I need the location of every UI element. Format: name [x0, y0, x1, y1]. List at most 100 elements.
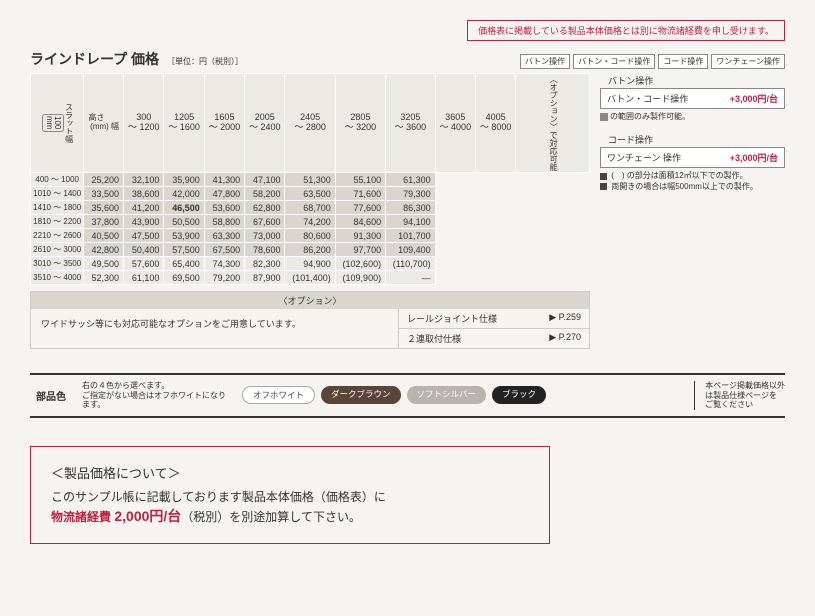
price-cell: (110,700)	[386, 257, 436, 271]
price-cell: 33,500	[84, 187, 124, 201]
color-chips: オフホワイトダークブラウンソフトシルバーブラック	[242, 386, 546, 404]
code-price: +3,000円/台	[730, 151, 778, 164]
baton-price: +3,000円/台	[730, 92, 778, 105]
col-header: 300～ 1200	[124, 74, 164, 173]
op-tag: バトン・コード操作	[573, 54, 655, 69]
price-cell: 79,300	[386, 187, 436, 201]
price-cell: 61,300	[386, 173, 436, 187]
parts-row: 部品色 右の４色から選べます。 ご指定がない場合はオフホワイトになります。 オフ…	[30, 373, 785, 418]
color-chip: ブラック	[492, 386, 546, 404]
price-cell: 94,100	[386, 215, 436, 229]
code-notes: ( ) の部分は面積12㎡以下での製作。 両開きの場合は幅500mm以上での製作…	[600, 171, 785, 192]
price-cell: 91,300	[335, 229, 385, 243]
price-cell: 67,600	[245, 215, 285, 229]
row-header: 400 ～ 1000	[31, 173, 84, 187]
price-cell: 50,500	[164, 215, 204, 229]
bottom-l2a: 物流諸経費	[51, 510, 111, 524]
option-header: 〈オプション〉	[31, 292, 589, 309]
corner-cell: 高さ (mm) 幅	[84, 74, 124, 173]
price-cell: 25,200	[84, 173, 124, 187]
col-header: 3605～ 4000	[435, 74, 475, 173]
price-cell: 51,300	[285, 173, 335, 187]
col-header: 2405～ 2800	[285, 74, 335, 173]
bottom-line2: 物流諸経費 2,000円/台（税別）を別途加算して下さい。	[51, 506, 529, 527]
price-cell: 101,700	[386, 229, 436, 243]
price-cell: 57,600	[124, 257, 164, 271]
option-text: ワイドサッシ等にも対応可能なオプションをご用意しています。	[31, 309, 399, 348]
price-cell: 65,400	[164, 257, 204, 271]
bottom-heading: ＜製品価格について＞	[51, 463, 529, 482]
code-note-line: 両開きの場合は幅500mm以上での製作。	[600, 182, 785, 192]
notice-text: 価格表に掲載している製品本体価格とは別に物流諸経費を申し受けます。	[467, 20, 785, 41]
price-table: スラット幅 100mm 高さ (mm) 幅 300～ 12001205～ 160…	[30, 73, 590, 285]
price-cell: 55,100	[335, 173, 385, 187]
price-cell: 57,500	[164, 243, 204, 257]
price-cell: 67,500	[204, 243, 244, 257]
price-cell: 61,100	[124, 271, 164, 285]
price-cell: 47,500	[124, 229, 164, 243]
code-title: コード操作	[600, 132, 661, 147]
price-cell: 63,500	[285, 187, 335, 201]
slat-width-box: 100mm	[42, 114, 64, 131]
operation-tags: バトン操作バトン・コード操作コード操作ワンチェーン操作	[520, 54, 785, 69]
bottom-body: このサンプル帳に記載しております製品本体価格（価格表）に 物流諸経費 2,000…	[51, 488, 529, 527]
price-cell: 97,700	[335, 243, 385, 257]
price-cell: 86,300	[386, 201, 436, 215]
color-chip: オフホワイト	[242, 386, 315, 404]
option-items: レールジョイント仕様 ▶ P.259 ２連取付仕様 ▶ P.270	[399, 309, 589, 348]
price-cell: 38,600	[124, 187, 164, 201]
op-tag: ワンチェーン操作	[711, 54, 785, 69]
code-row-label: ワンチェーン 操作	[607, 151, 681, 164]
price-cell: 46,500	[164, 201, 204, 215]
price-cell: 49,500	[84, 257, 124, 271]
color-chip: ダークブラウン	[321, 386, 401, 404]
row-header: 3510 ～ 4000	[31, 271, 84, 285]
price-cell: 79,200	[204, 271, 244, 285]
option-item: ２連取付仕様 ▶ P.270	[399, 329, 589, 348]
price-cell: (102,600)	[335, 257, 385, 271]
option-item-page: ▶ P.259	[549, 312, 581, 325]
row-header: 1410 ～ 1800	[31, 201, 84, 215]
bottom-l2b: 2,000円/台	[114, 508, 181, 524]
slat-side-label: スラット幅 100mm	[31, 74, 84, 173]
top-notice: 価格表に掲載している製品本体価格とは別に物流諸経費を申し受けます。	[30, 20, 785, 41]
price-cell: 37,800	[84, 215, 124, 229]
code-note-line: ( ) の部分は面積12㎡以下での製作。	[600, 171, 785, 181]
price-cell: 109,400	[386, 243, 436, 257]
baton-title: バトン操作	[600, 73, 661, 88]
baton-note-text: の範囲のみ製作可能。	[610, 112, 690, 121]
price-cell: 42,000	[164, 187, 204, 201]
price-cell: 87,900	[245, 271, 285, 285]
price-cell: 47,100	[245, 173, 285, 187]
price-cell: 74,300	[204, 257, 244, 271]
price-cell: 78,600	[245, 243, 285, 257]
slat-label-text: スラット幅	[65, 103, 74, 143]
price-cell: 74,200	[285, 215, 335, 229]
price-cell: (101,400)	[285, 271, 335, 285]
row-header: 1810 ～ 2200	[31, 215, 84, 229]
row-header: 3010 ～ 3500	[31, 257, 84, 271]
parts-desc: 右の４色から選べます。 ご指定がない場合はオフホワイトになります。	[82, 381, 232, 410]
row-header: 2610 ～ 3000	[31, 243, 84, 257]
price-cell: 41,200	[124, 201, 164, 215]
option-item: レールジョイント仕様 ▶ P.259	[399, 309, 589, 329]
price-cell: 50,400	[124, 243, 164, 257]
price-cell: 69,500	[164, 271, 204, 285]
option-item-label: レールジョイント仕様	[407, 312, 497, 325]
title-text: ラインドレープ 価格	[30, 51, 159, 67]
page-title: ラインドレープ 価格 ［単位：円（税別）］	[30, 49, 243, 69]
bottom-line1: このサンプル帳に記載しております製品本体価格（価格表）に	[51, 488, 529, 506]
side-baton: バトン操作 バトン・コード操作 +3,000円/台 の範囲のみ製作可能。	[600, 73, 785, 122]
option-block: 〈オプション〉 ワイドサッシ等にも対応可能なオプションをご用意しています。 レー…	[30, 291, 590, 349]
price-cell: —	[386, 271, 436, 285]
parts-desc2: ご指定がない場合はオフホワイトになります。	[82, 391, 232, 410]
corner-mm: (mm)	[90, 122, 109, 131]
price-cell: 53,900	[164, 229, 204, 243]
parts-desc1: 右の４色から選べます。	[82, 381, 232, 391]
price-notice-box: ＜製品価格について＞ このサンプル帳に記載しております製品本体価格（価格表）に …	[30, 446, 550, 544]
option-item-label: ２連取付仕様	[407, 332, 461, 345]
price-cell: 68,700	[285, 201, 335, 215]
option-item-page: ▶ P.270	[549, 332, 581, 345]
price-cell: 35,600	[84, 201, 124, 215]
price-cell: 43,900	[124, 215, 164, 229]
